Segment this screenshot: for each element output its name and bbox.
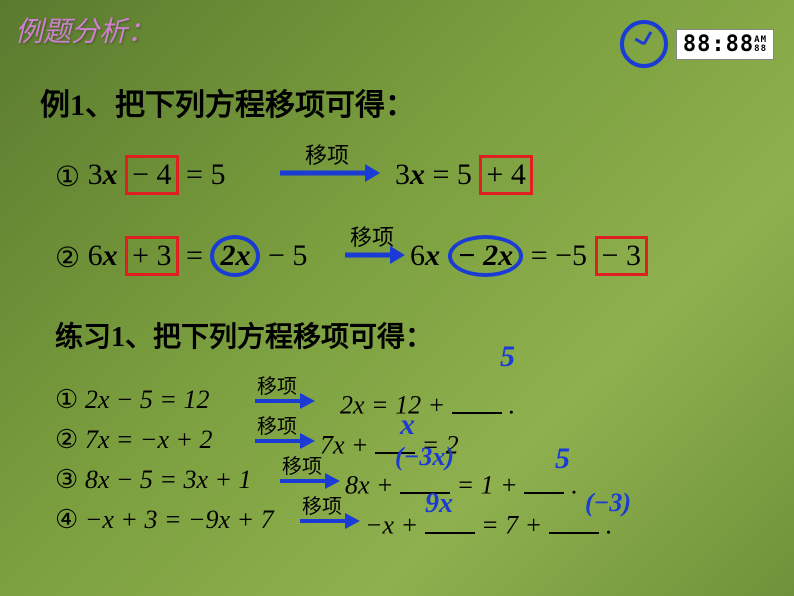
- p4-rhs-pre: −x +: [365, 511, 418, 540]
- label-p2: 移项: [257, 410, 297, 439]
- ex1-rhs-var: x: [410, 158, 425, 191]
- ex2-blue-circle-left: 2x: [210, 235, 260, 277]
- p2-num: ②: [55, 425, 78, 454]
- ans-p2: x: [400, 408, 415, 442]
- ans-p3a: (−3x): [395, 442, 454, 472]
- ampm-bot: 88: [754, 44, 767, 54]
- p2-rhs-pre: 7x +: [320, 431, 369, 460]
- practice2-lhs: ② 7x = −x + 2: [55, 425, 213, 455]
- clock-icon: [620, 20, 668, 68]
- ex1-red-box-left: − 4: [125, 155, 178, 195]
- circle-num-2: ②: [55, 241, 80, 275]
- ex1-rhs-coef: 3: [395, 158, 410, 191]
- p4-lhs: −x + 3 = −9x + 7: [85, 505, 274, 534]
- circle-num-1: ①: [55, 160, 80, 194]
- digital-clock: 88:88AM88: [676, 29, 774, 60]
- ex2-lhs-var1: x: [103, 239, 118, 272]
- p3-rhs-mid: = 1 +: [457, 471, 518, 500]
- p4-rhs-mid: = 7 +: [481, 511, 542, 540]
- practice-title: 练习1、把下列方程移项可得：: [55, 315, 433, 355]
- p1-rhs-post: .: [508, 391, 515, 420]
- ex2-lhs-a: 6: [88, 239, 103, 272]
- p3-rhs-post: .: [571, 471, 578, 500]
- ex2-lhs-eq: =: [186, 239, 203, 272]
- ex2-lhs-post: − 5: [268, 239, 307, 272]
- ex2-red-box-right: − 3: [595, 236, 648, 276]
- ex1-lhs-var: x: [103, 158, 118, 191]
- p3-rhs-pre: 8x +: [345, 471, 394, 500]
- practice4-lhs: ④ −x + 3 = −9x + 7: [55, 505, 274, 535]
- practice1-lhs: ① 2x − 5 = 12: [55, 385, 209, 415]
- ans-p3b: 5: [555, 442, 570, 476]
- ex2-rhs-var1: x: [425, 239, 440, 272]
- practice4-rhs: −x + = 7 + .: [365, 505, 612, 541]
- example1-rhs: 3x = 5 + 4: [395, 155, 533, 195]
- label-yixiang-1: 移项: [305, 138, 349, 170]
- label-yixiang-2: 移项: [350, 220, 394, 252]
- p1-rhs-pre: 2x = 12 +: [340, 391, 445, 420]
- ans-p4b: (−3): [585, 488, 631, 518]
- section-header: 例题分析：: [15, 10, 155, 50]
- ex2-blue-circle-right: − 2x: [448, 235, 524, 277]
- p3-lhs: 8x − 5 = 3x + 1: [85, 465, 252, 494]
- p1-blank: [452, 385, 502, 414]
- clock-digits: 88:88: [683, 32, 754, 57]
- ex2-red-box-left: + 3: [125, 236, 178, 276]
- label-p1: 移项: [257, 370, 297, 399]
- p2-lhs: 7x = −x + 2: [85, 425, 213, 454]
- ans-p4a: 9x: [425, 488, 453, 520]
- example1-lhs: ① 3x − 4 = 5: [55, 155, 225, 195]
- practice3-lhs: ③ 8x − 5 = 3x + 1: [55, 465, 252, 495]
- practice1-rhs: 2x = 12 + .: [340, 385, 515, 421]
- p1-lhs: 2x − 5 = 12: [85, 385, 210, 414]
- ex2-rhs-mid: = −5: [531, 239, 587, 272]
- p1-num: ①: [55, 385, 78, 414]
- example2-lhs: ② 6x + 3 = 2x − 5: [55, 235, 307, 277]
- ex1-red-box-right: + 4: [479, 155, 532, 195]
- ans-p1: 5: [500, 340, 515, 374]
- label-p3: 移项: [282, 450, 322, 479]
- clock-area: 88:88AM88: [620, 20, 774, 68]
- ex1-lhs-coef: 3: [88, 158, 103, 191]
- example-title: 例1、把下列方程移项可得：: [40, 80, 415, 124]
- ex1-rhs-mid: = 5: [433, 158, 472, 191]
- p4-num: ④: [55, 505, 78, 534]
- ex2-rhs-a: 6: [410, 239, 425, 272]
- practice3-rhs: 8x + = 1 + .: [345, 465, 577, 501]
- example2-rhs: 6x − 2x = −5 − 3: [410, 235, 648, 277]
- p3-num: ③: [55, 465, 78, 494]
- label-p4: 移项: [302, 490, 342, 519]
- ex1-lhs-post: = 5: [186, 158, 225, 191]
